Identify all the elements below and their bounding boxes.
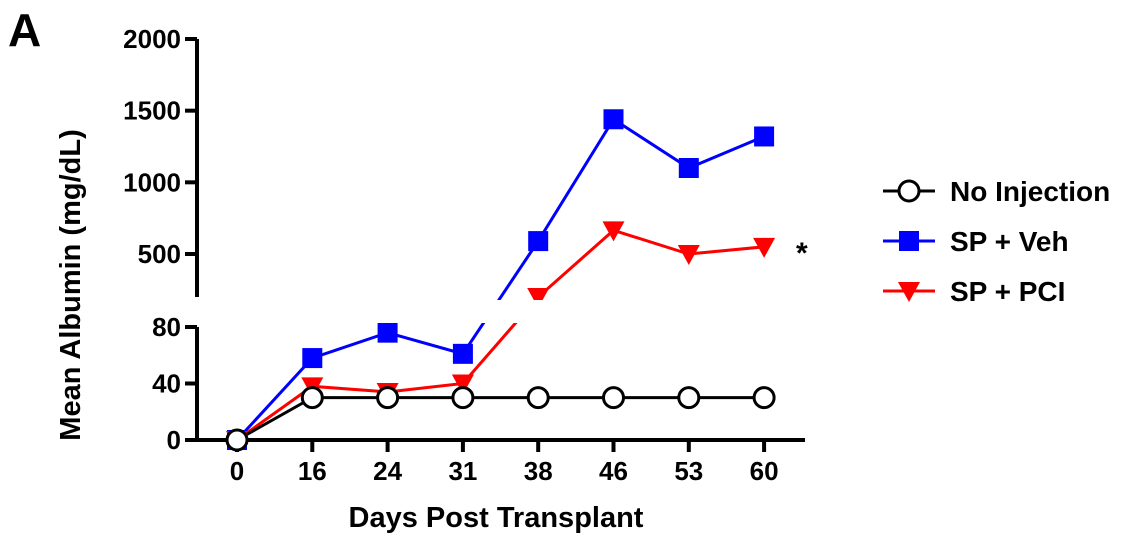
- legend-item: No Injection: [883, 176, 1110, 207]
- data-point: [376, 386, 400, 410]
- series-line: [236, 396, 765, 442]
- legend-item: SP + Veh: [883, 226, 1069, 257]
- data-point: [302, 348, 323, 369]
- data-point: [602, 386, 625, 410]
- x-axis: 0 16 24 31 38 46 53 60: [197, 438, 805, 486]
- data-point: [225, 428, 249, 452]
- y-tick-label: 2000: [123, 24, 181, 54]
- y-axis: 0 40 80 500 1000 1500 2000: [123, 24, 199, 455]
- legend-item: SP + PCI: [883, 276, 1065, 307]
- y-tick-label: 0: [167, 425, 181, 455]
- x-tick-label: 46: [599, 456, 628, 486]
- legend: No Injection SP + Veh SP + PCI: [883, 176, 1110, 307]
- data-point: [752, 386, 776, 410]
- data-point: [754, 126, 775, 147]
- legend-label: SP + Veh: [950, 226, 1069, 257]
- legend-marker: [898, 282, 920, 302]
- legend-marker: [899, 231, 919, 251]
- plot-area: *: [202, 109, 812, 452]
- data-point: [452, 343, 473, 364]
- legend-label: No Injection: [950, 176, 1110, 207]
- panel-label: A: [8, 4, 41, 56]
- series-sp-veh: [227, 109, 775, 450]
- data-point: [526, 386, 550, 410]
- series-line: [236, 228, 765, 442]
- x-tick-label: 53: [674, 456, 703, 486]
- data-point: [528, 231, 549, 252]
- x-tick-label: 60: [750, 456, 779, 486]
- data-point: [677, 245, 700, 265]
- axis-break-gap: [202, 300, 812, 323]
- legend-marker: [897, 179, 921, 203]
- data-point: [300, 386, 324, 410]
- y-tick-label: 1500: [123, 96, 181, 126]
- data-point: [677, 386, 701, 410]
- series-line: [235, 117, 765, 442]
- data-point: [678, 158, 699, 178]
- y-axis-title: Mean Albumin (mg/dL): [55, 129, 87, 440]
- data-point: [451, 386, 475, 410]
- data-point: [527, 288, 550, 308]
- data-point: [753, 237, 776, 258]
- legend-label: SP + PCI: [950, 276, 1065, 307]
- data-point: [602, 221, 625, 242]
- x-axis-title: Days Post Transplant: [349, 502, 644, 534]
- x-tick-label: 38: [524, 456, 553, 486]
- x-tick-label: 16: [298, 456, 327, 486]
- series-no-injection: [225, 386, 776, 452]
- x-tick-label: 24: [373, 456, 402, 486]
- y-tick-label: 80: [152, 312, 181, 342]
- data-point: [603, 109, 624, 130]
- series-sp-pci: [226, 221, 776, 451]
- y-tick-label: 40: [152, 369, 181, 399]
- data-point: [451, 374, 474, 395]
- y-tick-label: 500: [138, 239, 181, 269]
- x-tick-label: 0: [230, 456, 244, 486]
- x-tick-label: 31: [448, 456, 477, 486]
- y-tick-label: 1000: [123, 167, 181, 197]
- significance-asterisk: *: [796, 237, 808, 270]
- data-point: [377, 322, 398, 343]
